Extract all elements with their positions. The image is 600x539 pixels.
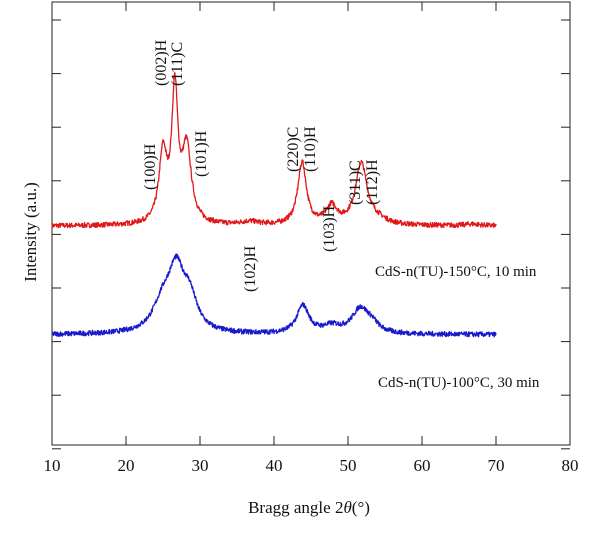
peak-label-102H: (102)H xyxy=(242,245,259,292)
peak-label-101H: (101)H xyxy=(193,130,210,177)
peak-label-110H: (110)H xyxy=(302,126,319,172)
y-axis-title: Intensity (a.u.) xyxy=(21,182,40,282)
x-tick-label: 50 xyxy=(340,456,357,475)
peak-label-103H: (103)H xyxy=(321,205,338,252)
series-line-1 xyxy=(51,253,497,338)
x-tick-label: 20 xyxy=(118,456,135,475)
x-tick-label: 70 xyxy=(488,456,505,475)
peak-label-002H: (002)H xyxy=(153,39,170,86)
peak-label-112H: (112)H xyxy=(364,159,381,205)
x-tick-label: 60 xyxy=(414,456,431,475)
x-tick-label: 40 xyxy=(266,456,283,475)
peak-label-220C: (220)C xyxy=(285,127,302,172)
x-axis-title: Bragg angle 2θ(°) xyxy=(248,498,370,517)
series-line-0 xyxy=(51,71,497,229)
series-label-150C: CdS-n(TU)-150°C, 10 min xyxy=(375,264,537,280)
series-label-100C: CdS-n(TU)-100°C, 30 min xyxy=(378,375,540,391)
peak-label-311C: (311)C xyxy=(347,160,364,205)
axis-ticks: 10 20 30 40 50 60 70 80 xyxy=(44,2,579,475)
x-tick-label: 80 xyxy=(562,456,579,475)
peak-label-111C: (111)C xyxy=(169,42,186,86)
series-curves xyxy=(51,71,497,338)
x-tick-label: 30 xyxy=(192,456,209,475)
x-tick-label: 10 xyxy=(44,456,61,475)
peak-label-100H: (100)H xyxy=(142,143,159,190)
